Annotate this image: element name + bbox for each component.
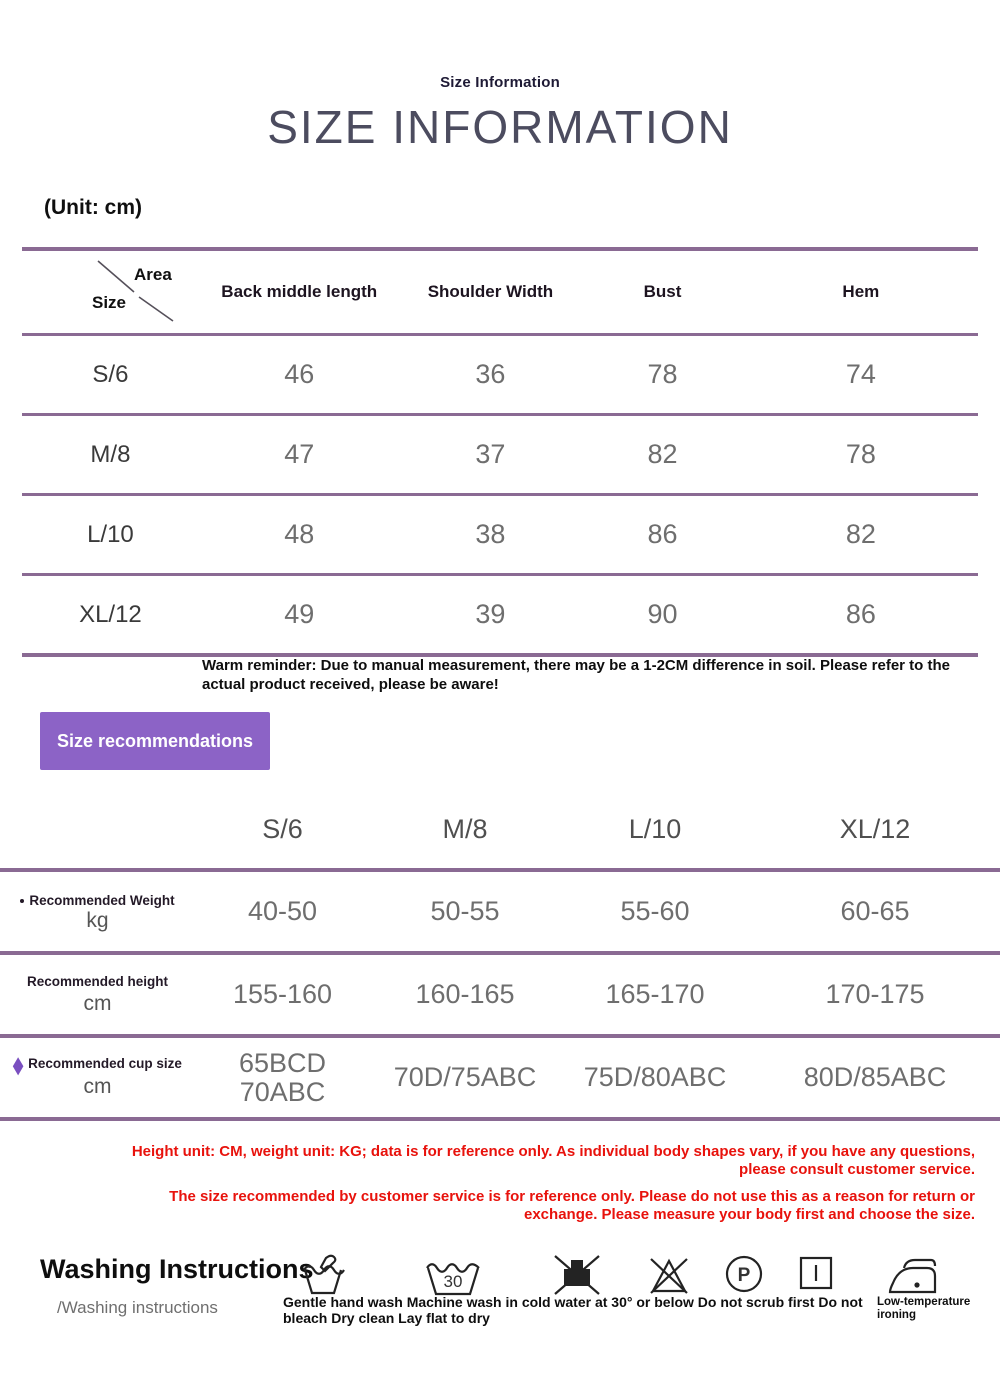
row-label: Recommended height: [26, 973, 169, 989]
table-row: XL/12 49 39 90 86: [22, 576, 978, 653]
washing-instructions-section: Washing Instructions /Washing instructio…: [0, 1250, 1000, 1360]
value-cell: 160-165: [415, 979, 515, 1010]
value-cell: 82: [647, 439, 678, 469]
corner-area-label: Area: [134, 265, 172, 284]
value-cell: 78: [845, 439, 876, 469]
value-cell: 155-160: [232, 979, 333, 1010]
row-label: Recommended Weight: [29, 892, 175, 908]
value-cell: 65BCD 70ABC: [238, 1048, 327, 1107]
diagonal-divider: [97, 260, 174, 322]
column-header: M/8: [442, 813, 488, 844]
table-row: ◆ Recommended cup size cm 65BCD 70ABC 70…: [0, 1038, 1000, 1121]
disclaimer-line-1: Height unit: CM, weight unit: KG; data i…: [131, 1143, 975, 1178]
eyebrow-title: Size Information: [440, 74, 560, 91]
row-label-cell: Recommended Weight kg: [0, 890, 195, 934]
column-header: L/10: [628, 813, 682, 844]
table-row: Recommended height cm 155-160 160-165 16…: [0, 955, 1000, 1038]
value-cell: 40-50: [247, 896, 318, 927]
column-header: S/6: [262, 813, 303, 844]
value-cell: 75D/80ABC: [583, 1062, 727, 1093]
value-cell: 60-65: [840, 896, 910, 927]
row-unit: cm: [83, 1075, 112, 1099]
value-cell: 80D/85ABC: [803, 1062, 947, 1093]
washing-subtitle: /Washing instructions: [57, 1298, 218, 1317]
drip-dry-icon: [795, 1252, 837, 1294]
value-cell: 78: [647, 359, 678, 389]
value-cell: 50-55: [430, 896, 500, 927]
value-cell: 46: [284, 359, 315, 389]
washing-caption: Gentle hand wash Machine wash in cold wa…: [283, 1294, 863, 1326]
size-recommendations-button[interactable]: Size recommendations: [40, 712, 270, 770]
column-header: Shoulder Width: [427, 282, 554, 301]
machine-wash-30-icon: 30: [424, 1252, 482, 1298]
size-label: XL/12: [79, 600, 142, 628]
value-cell: 86: [647, 519, 678, 549]
iron-caption: Low-temperature ironing: [877, 1296, 971, 1321]
machine-wash-temp: 30: [444, 1272, 463, 1291]
value-cell: 37: [475, 439, 506, 469]
do-not-wring-icon: [551, 1252, 603, 1298]
diamond-bullet-icon: ◆: [13, 1051, 24, 1077]
value-cell: 86: [845, 599, 876, 629]
warm-reminder-text: Warm reminder: Due to manual measurement…: [202, 657, 951, 693]
column-header: Back middle length: [221, 282, 378, 301]
size-table-header-row: Area Size Back middle length Shoulder Wi…: [22, 251, 978, 336]
row-label: Recommended cup size: [28, 1056, 182, 1072]
table-row: L/10 48 38 86 82: [22, 496, 978, 576]
disclaimer-line-2: The size recommended by customer service…: [169, 1188, 975, 1223]
dry-clean-letter: P: [738, 1265, 751, 1286]
table-row: Recommended Weight kg 40-50 50-55 55-60 …: [0, 872, 1000, 955]
washing-title: Washing Instructions: [40, 1254, 314, 1284]
value-cell: 165-170: [605, 979, 705, 1010]
column-header: Hem: [842, 282, 880, 301]
column-header: XL/12: [839, 813, 911, 844]
row-unit: cm: [83, 992, 112, 1016]
value-cell: 47: [284, 439, 315, 469]
row-unit: kg: [86, 909, 109, 933]
table-row: S/6 46 36 78 74: [22, 336, 978, 416]
size-label: L/10: [87, 520, 134, 548]
value-cell: 90: [647, 599, 678, 629]
value-cell: 82: [845, 519, 876, 549]
corner-size-label: Size: [92, 293, 127, 312]
value-cell: 48: [284, 519, 315, 549]
value-cell: 38: [475, 519, 506, 549]
value-cell: 70D/75ABC: [393, 1062, 537, 1093]
value-cell: 170-175: [825, 979, 925, 1010]
value-cell: 74: [845, 359, 876, 389]
reference-disclaimer: Height unit: CM, weight unit: KG; data i…: [95, 1143, 975, 1224]
table-row: M/8 47 37 82 78: [22, 416, 978, 496]
hand-wash-icon: [300, 1252, 346, 1298]
size-label: M/8: [90, 440, 131, 468]
do-not-bleach-icon: [646, 1252, 692, 1298]
size-table-corner-cell: Area Size: [22, 251, 199, 333]
low-temperature-iron-icon: [886, 1256, 940, 1298]
dot-bullet-icon: [20, 898, 25, 903]
value-cell: 49: [284, 599, 315, 629]
page-title: SIZE INFORMATION: [267, 101, 733, 153]
recommendation-header-row: S/6 M/8 L/10 XL/12: [0, 790, 1000, 872]
row-label-cell: Recommended height cm: [0, 973, 195, 1017]
dry-clean-icon: P: [722, 1252, 766, 1296]
size-table: Area Size Back middle length Shoulder Wi…: [22, 247, 978, 657]
value-cell: 39: [475, 599, 506, 629]
recommendation-table: S/6 M/8 L/10 XL/12 Recommended Weight kg…: [0, 790, 1000, 1121]
row-label-cell: ◆ Recommended cup size cm: [0, 1051, 195, 1100]
value-cell: 36: [475, 359, 506, 389]
size-label: S/6: [92, 360, 129, 388]
unit-label: (Unit: cm): [44, 196, 142, 219]
column-header: Bust: [643, 282, 682, 301]
value-cell: 55-60: [620, 896, 690, 927]
